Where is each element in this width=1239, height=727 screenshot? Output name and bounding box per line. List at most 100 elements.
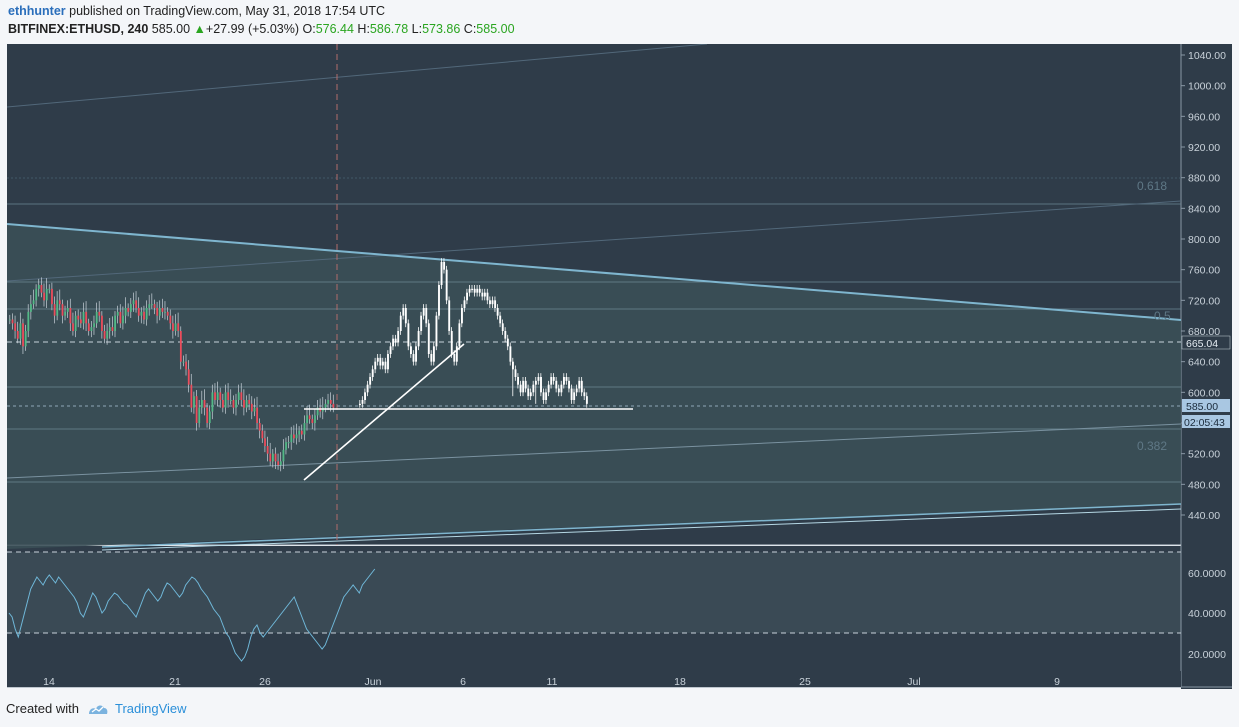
white-candle-body <box>483 292 486 297</box>
candle-body <box>274 453 277 462</box>
white-candle-body <box>387 354 389 370</box>
candle-body <box>187 369 190 385</box>
white-candle-body <box>468 288 471 293</box>
candle-body <box>43 292 45 301</box>
candle-body <box>329 400 332 404</box>
white-candle-body <box>369 377 372 385</box>
candle-body <box>222 400 224 408</box>
rsi-ticks: 60.0000 40.0000 20.0000 <box>1188 568 1226 661</box>
price-tag-585[interactable]: 585.00 <box>1182 399 1230 413</box>
candle-body <box>106 331 109 339</box>
candle-body <box>74 315 77 331</box>
candle-body <box>243 400 245 408</box>
drawn-support-line[interactable] <box>303 343 465 481</box>
fib-label-0618: 0.618 <box>1137 179 1167 193</box>
candle-body <box>90 327 93 331</box>
author-name[interactable]: ethhunter <box>8 4 66 18</box>
symbol-label: BITFINEX:ETHUSD, 240 <box>8 22 149 36</box>
candle-body <box>77 315 80 320</box>
candle-body <box>87 323 90 331</box>
white-candle-body <box>575 388 578 393</box>
white-candle-body <box>376 357 379 362</box>
candle-body <box>248 400 251 404</box>
candle-body <box>219 392 222 400</box>
price-tick-label: 680.00 <box>1188 326 1220 338</box>
candle-body <box>132 300 135 305</box>
candle-body <box>82 311 85 324</box>
candle-body <box>193 396 195 408</box>
candle-body <box>206 407 209 423</box>
price-chart[interactable]: 0.618 0.5 0.382 1040.001000.00960.00920.… <box>7 44 1232 689</box>
candle-body <box>114 315 116 331</box>
candle-body <box>182 361 185 363</box>
candle-body <box>216 392 219 400</box>
white-candle-body <box>565 377 568 381</box>
candle-body <box>261 430 264 439</box>
candle-body <box>245 400 248 408</box>
candle-body <box>108 327 111 331</box>
time-tick-label: 26 <box>259 676 271 688</box>
white-candle-body <box>517 377 519 385</box>
time-axis[interactable]: 14 21 26 Jun 6 11 18 25 Jul 9 <box>43 676 1060 688</box>
candle-body <box>282 449 285 462</box>
triangle-band <box>7 224 1181 549</box>
low-value: 573.86 <box>422 22 461 36</box>
candle-body <box>48 288 51 290</box>
candle-body <box>30 304 32 312</box>
candle-body <box>32 300 35 305</box>
svg-text:02:05:43: 02:05:43 <box>1184 417 1225 429</box>
white-candle-body <box>448 300 451 331</box>
descending-trendline[interactable] <box>7 223 1182 321</box>
white-candle-body <box>364 392 366 400</box>
symbol-info: BITFINEX:ETHUSD, 240 585.00 ▲+27.99 (+5.… <box>8 22 515 36</box>
price-tick-label: 880.00 <box>1188 173 1220 185</box>
candle-body <box>19 323 22 339</box>
candle-body <box>22 323 24 347</box>
white-candle-body <box>402 308 405 316</box>
price-tick-label: 760.00 <box>1188 265 1220 277</box>
candle-body <box>306 415 308 423</box>
tradingview-logo-icon <box>88 704 108 714</box>
fib-label-05: 0.5 <box>1154 309 1171 323</box>
candle-body <box>287 442 290 444</box>
candle-body <box>140 311 143 316</box>
high-label: H: <box>357 22 370 36</box>
ascending-trendline[interactable] <box>101 503 1182 548</box>
change-value: +27.99 (+5.03%) <box>205 22 300 36</box>
white-candle-body <box>580 380 583 393</box>
channel-line-low <box>7 423 1182 479</box>
white-candle-body <box>412 354 415 362</box>
candle-body <box>164 311 166 313</box>
candle-body <box>27 311 30 331</box>
candle-body <box>172 323 174 331</box>
price-tick-label: 440.00 <box>1188 510 1220 522</box>
candles <box>9 277 335 472</box>
white-candle-body <box>570 388 573 400</box>
candle-body <box>101 315 103 331</box>
candle-body <box>200 400 203 408</box>
price-tick-label: 640.00 <box>1188 357 1220 369</box>
candle-body <box>258 423 261 431</box>
white-candle-body <box>453 354 456 362</box>
price-axis[interactable] <box>1181 44 1232 689</box>
price-tick-label: 520.00 <box>1188 449 1220 461</box>
candle-body <box>240 392 243 400</box>
white-candle-body <box>394 338 397 343</box>
white-candle-body <box>529 392 532 397</box>
white-candle-body <box>366 384 369 393</box>
white-candle-body <box>450 331 453 354</box>
candle-body <box>300 430 303 435</box>
candle-body <box>156 308 159 316</box>
tradingview-link[interactable]: TradingView <box>87 701 187 716</box>
rsi-tick-label: 20.0000 <box>1188 649 1226 661</box>
candle-body <box>232 400 235 408</box>
countdown-tag: 02:05:43 <box>1182 415 1230 429</box>
candle-body <box>169 315 172 324</box>
candle-body <box>224 392 227 408</box>
candle-body <box>161 308 164 312</box>
candle-body <box>269 453 272 462</box>
candle-body <box>285 442 287 450</box>
candle-body <box>119 311 122 324</box>
white-candle-body <box>399 315 402 331</box>
price-tag-665[interactable]: 665.04 <box>1181 335 1231 350</box>
